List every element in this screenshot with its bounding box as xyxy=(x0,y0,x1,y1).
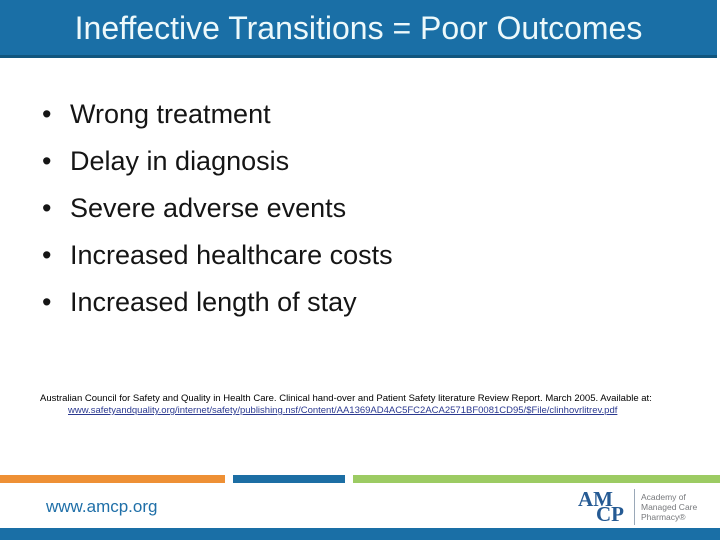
bullet-list: Wrong treatment Delay in diagnosis Sever… xyxy=(36,91,393,326)
logo-tagline: Academy of Managed Care Pharmacy® xyxy=(641,489,697,525)
citation-text: Australian Council for Safety and Qualit… xyxy=(40,393,652,404)
logo-tagline-line: Managed Care xyxy=(641,502,698,512)
logo-letters-cp: CP xyxy=(596,502,624,526)
citation: Australian Council for Safety and Qualit… xyxy=(40,393,682,417)
bullet-text: Severe adverse events xyxy=(70,193,347,223)
footer-website-link[interactable]: www.amcp.org xyxy=(46,497,158,516)
citation-link[interactable]: www.safetyandquality.org/internet/safety… xyxy=(68,405,618,416)
slide-title: Ineffective Transitions = Poor Outcomes xyxy=(74,10,643,46)
bullet-item: Increased length of stay xyxy=(36,279,393,326)
bullet-item: Delay in diagnosis xyxy=(36,138,393,185)
footer-stripe-blue xyxy=(233,475,345,483)
bullet-text: Delay in diagnosis xyxy=(70,146,290,176)
logo-letters-am: AM xyxy=(578,487,613,511)
footer-stripe-orange xyxy=(0,475,225,483)
bullet-text: Increased length of stay xyxy=(70,287,357,317)
bullet-item: Wrong treatment xyxy=(36,91,393,138)
footer-stripe-green xyxy=(353,475,720,483)
amcp-logo: AM CP Academy of Managed Care Pharmacy® xyxy=(576,489,697,525)
bullet-item: Increased healthcare costs xyxy=(36,232,393,279)
bullet-text: Wrong treatment xyxy=(70,99,271,129)
bullet-text: Increased healthcare costs xyxy=(70,240,393,270)
logo-tagline-line: Pharmacy® xyxy=(641,512,686,522)
logo-tagline-line: Academy of xyxy=(641,492,686,502)
bullet-item: Severe adverse events xyxy=(36,185,393,232)
title-bar: Ineffective Transitions = Poor Outcomes xyxy=(0,0,717,58)
logo-divider xyxy=(634,489,635,525)
amcp-monogram: AM CP xyxy=(576,489,632,525)
bottom-bar xyxy=(0,528,720,540)
